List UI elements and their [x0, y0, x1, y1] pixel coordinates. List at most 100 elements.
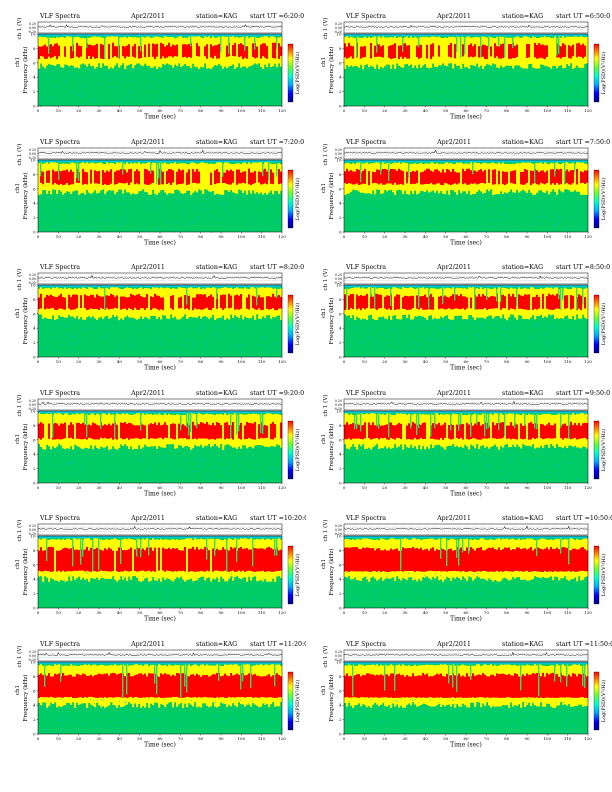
spectrogram-panel-11: VLF Spectra Apr2/2011 station=KAG start UT …	[15, 641, 306, 749]
y-tick-label: 8	[33, 422, 36, 427]
spectrogram-image	[38, 159, 283, 233]
x-tick-label: 100	[544, 108, 552, 113]
x-axis-label: Time (sec)	[450, 616, 482, 623]
y-tick-label: 10	[30, 32, 36, 37]
panel-date: Apr2/2011	[436, 641, 471, 648]
panel-start-ut: start UT =6:20:0	[250, 13, 304, 20]
y-tick-label: 4	[33, 200, 36, 205]
voltage-trace	[37, 148, 283, 154]
x-tick-label: 10	[56, 610, 62, 615]
x-tick-label: 90	[218, 234, 224, 239]
y-tick-label: 0	[339, 731, 342, 736]
panel-date: Apr2/2011	[130, 13, 165, 20]
channel-voltage-label: ch 1 (V)	[16, 645, 23, 667]
x-tick-label: 20	[76, 234, 82, 239]
voltage-tick-label: -0.20	[334, 281, 342, 285]
x-tick-label: 110	[258, 234, 266, 239]
panel-date: Apr2/2011	[436, 139, 471, 146]
x-tick-label: 50	[137, 485, 143, 490]
x-tick-label: 90	[218, 610, 224, 615]
y-tick-label: 8	[33, 548, 36, 553]
x-tick-label: 90	[524, 359, 530, 364]
x-tick-label: 10	[362, 108, 368, 113]
x-tick-label: 60	[157, 108, 163, 113]
spectrogram-panel-9: VLF Spectra Apr2/2011 station=KAG start UT …	[15, 515, 306, 623]
x-axis-label: Time (sec)	[450, 365, 482, 372]
x-tick-label: 40	[423, 736, 429, 741]
spectrogram-image	[38, 285, 283, 358]
y-tick-label: 8	[33, 673, 36, 678]
x-tick-label: 10	[362, 359, 368, 364]
voltage-tick-label: 0.00	[335, 403, 342, 407]
x-tick-label: 60	[463, 234, 469, 239]
panel-title: VLF Spectra	[345, 139, 386, 146]
colorbar-label: Log(PSD)(V²/Hz)	[294, 428, 301, 470]
x-tick-label: 20	[76, 485, 82, 490]
voltage-strip	[343, 398, 589, 410]
panel-title: VLF Spectra	[39, 515, 80, 522]
x-tick-label: 20	[76, 108, 82, 113]
panel-title: VLF Spectra	[345, 641, 386, 648]
x-tick-label: 100	[544, 736, 552, 741]
panel-station: station=KAG	[196, 390, 237, 397]
y-tick-label: 4	[33, 326, 36, 331]
voltage-tick-label: 0.00	[335, 528, 342, 532]
y-tick-label: 6	[339, 688, 342, 693]
x-tick-label: 100	[238, 234, 246, 239]
y-tick-label: 4	[339, 577, 342, 582]
colorbar	[593, 169, 600, 228]
panel-date: Apr2/2011	[130, 139, 165, 146]
x-tick-label: 50	[137, 610, 143, 615]
voltage-tick-label: 0.20	[335, 148, 342, 152]
voltage-tick-label: 0.20	[335, 399, 342, 403]
x-tick-label: 90	[524, 736, 530, 741]
x-tick-label: 100	[238, 359, 246, 364]
x-tick-label: 100	[238, 736, 246, 741]
x-axis-label: Time (sec)	[144, 114, 176, 121]
x-axis-label: Time (sec)	[144, 365, 176, 372]
y-tick-label: 8	[339, 46, 342, 51]
x-tick-label: 30	[402, 234, 408, 239]
voltage-tick-label: 0.00	[335, 277, 342, 281]
y-tick-label: 4	[33, 577, 36, 582]
voltage-tick-label: 0.20	[335, 524, 342, 528]
y-tick-label: 10	[336, 32, 342, 37]
voltage-tick-label: 0.20	[29, 524, 36, 528]
panel-title: VLF Spectra	[345, 264, 386, 271]
x-tick-label: 80	[198, 485, 204, 490]
x-tick-label: 50	[443, 108, 449, 113]
y-tick-label: 4	[33, 451, 36, 456]
x-tick-label: 40	[117, 108, 123, 113]
y-tick-label: 8	[33, 46, 36, 51]
y-axis-label: Frequency (kHz)	[22, 47, 29, 94]
x-tick-label: 0	[37, 234, 40, 239]
y-tick-label: 0	[33, 355, 36, 360]
channel-voltage-label: ch 1 (V)	[322, 269, 329, 291]
panel-title: VLF Spectra	[39, 641, 80, 648]
x-tick-label: 50	[443, 736, 449, 741]
x-tick-label: 70	[178, 610, 184, 615]
y-tick-label: 2	[33, 717, 36, 722]
voltage-trace	[343, 650, 589, 656]
x-tick-label: 80	[198, 736, 204, 741]
voltage-strip	[343, 147, 589, 159]
voltage-trace	[343, 400, 589, 405]
x-axis-label: Time (sec)	[450, 490, 482, 497]
panel-start-ut: start UT =8:50:0	[556, 264, 610, 271]
x-tick-label: 60	[463, 610, 469, 615]
x-tick-label: 30	[402, 610, 408, 615]
voltage-tick-label: 0.20	[335, 650, 342, 654]
x-tick-label: 10	[362, 234, 368, 239]
x-tick-label: 80	[504, 234, 510, 239]
x-tick-label: 90	[218, 485, 224, 490]
x-tick-label: 40	[117, 736, 123, 741]
x-tick-label: 0	[37, 610, 40, 615]
voltage-tick-label: 0.00	[29, 152, 36, 156]
panel-title: VLF Spectra	[345, 515, 386, 522]
y-tick-label: 2	[339, 717, 342, 722]
x-tick-label: 60	[157, 359, 163, 364]
y-tick-label: 2	[339, 466, 342, 471]
voltage-trace	[37, 274, 283, 279]
voltage-tick-label: 0.00	[29, 26, 36, 30]
channel-voltage-label: ch 1 (V)	[16, 520, 23, 542]
